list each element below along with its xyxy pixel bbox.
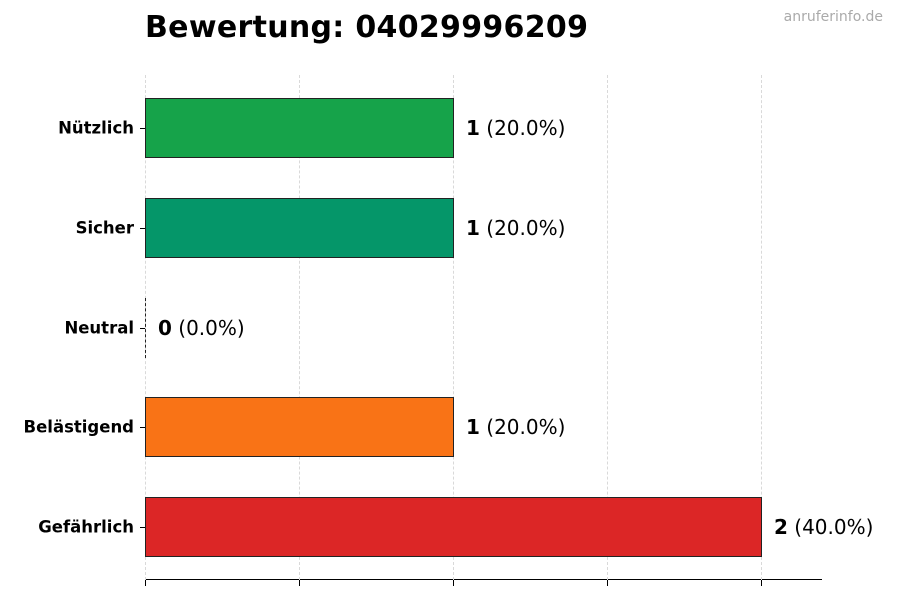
y-axis-label: Nützlich [58,118,134,138]
value-percent: (20.0%) [479,216,566,240]
value-percent: (20.0%) [479,116,566,140]
y-tick [140,328,145,329]
y-tick [140,128,145,129]
value-label: 1 (20.0%) [466,216,565,240]
y-axis-label: Sicher [75,218,134,238]
watermark: anruferinfo.de [783,9,883,25]
x-tick [145,580,146,586]
bar-gefhrlich [145,497,762,557]
x-gridline [761,75,762,580]
value-percent: (0.0%) [171,316,245,340]
x-gridline [299,75,300,580]
bar-sicher [145,198,454,258]
bar-belstigend [145,397,454,457]
y-tick [140,228,145,229]
value-label: 1 (20.0%) [466,415,565,439]
x-tick [299,580,300,586]
value-label: 2 (40.0%) [774,515,873,539]
y-axis-label: Neutral [64,318,134,338]
value-count: 0 [158,316,172,340]
value-label: 0 (0.0%) [158,316,245,340]
value-count: 1 [466,216,480,240]
x-gridline [453,75,454,580]
x-gridline [607,75,608,580]
y-tick [140,527,145,528]
x-tick [607,580,608,586]
y-tick [140,427,145,428]
value-label: 1 (20.0%) [466,116,565,140]
value-percent: (40.0%) [787,515,874,539]
bar-ntzlich [145,98,454,158]
x-tick [761,580,762,586]
value-count: 2 [774,515,788,539]
value-percent: (20.0%) [479,415,566,439]
y-axis-label: Gefährlich [38,517,134,537]
y-axis-label: Belästigend [23,417,134,437]
chart-title: Bewertung: 04029996209 [145,10,589,45]
x-axis-line [145,579,822,580]
x-tick [453,580,454,586]
value-count: 1 [466,415,480,439]
bar-neutral [145,298,146,358]
value-count: 1 [466,116,480,140]
